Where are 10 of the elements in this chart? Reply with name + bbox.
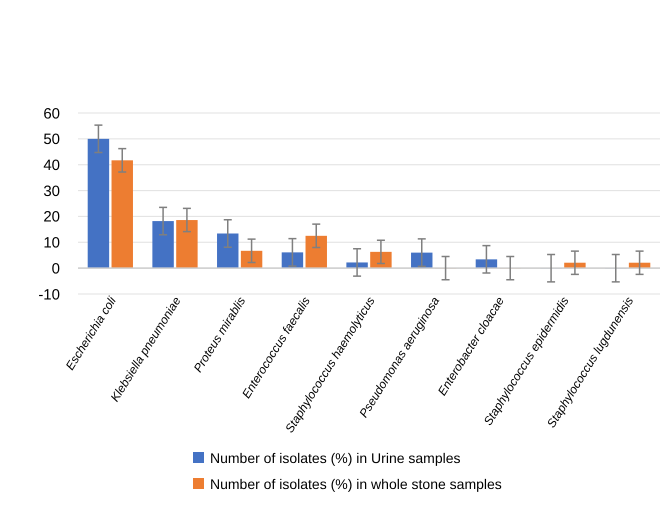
y-tick-label: -10 (38, 286, 60, 304)
y-tick-label: 0 (52, 260, 60, 278)
y-tick-label: 40 (43, 156, 60, 174)
legend-label: Number of isolates (%) in Urine samples (210, 450, 461, 466)
y-tick-label: 60 (43, 105, 60, 122)
y-tick-label: 10 (43, 234, 60, 252)
legend-label: Number of isolates (%) in whole stone samples (210, 476, 502, 492)
y-tick-label: 30 (43, 182, 60, 200)
y-tick-label: 50 (43, 131, 60, 148)
y-tick-label: 20 (43, 208, 60, 226)
